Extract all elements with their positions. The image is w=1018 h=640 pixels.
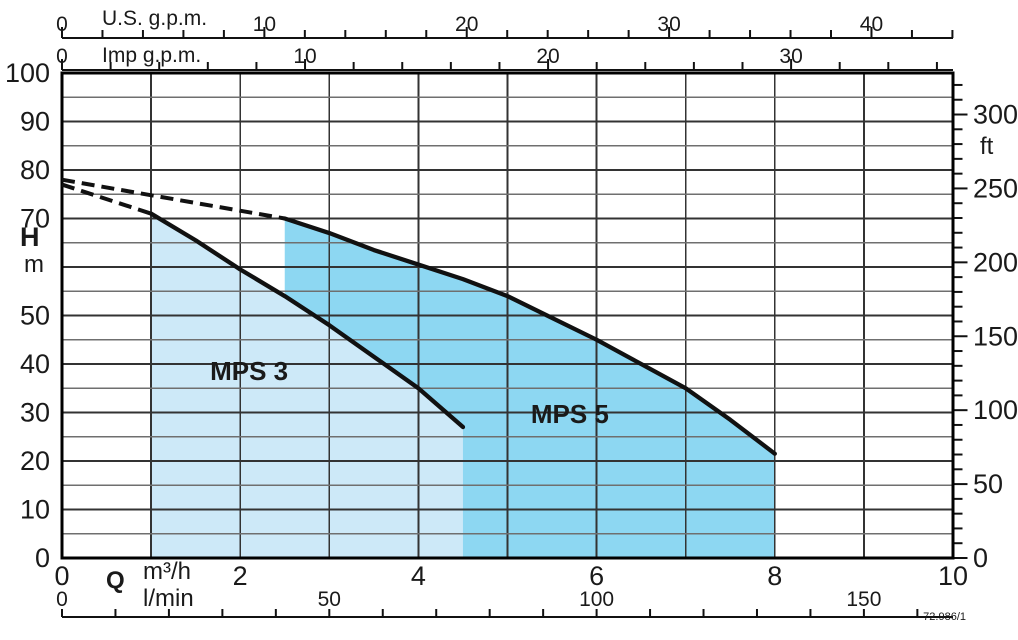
svg-text:10: 10 xyxy=(20,495,50,525)
svg-text:50: 50 xyxy=(318,588,341,611)
svg-text:20: 20 xyxy=(455,13,478,36)
svg-text:300: 300 xyxy=(973,100,1018,130)
svg-text:8: 8 xyxy=(767,561,782,591)
lmin-axis: 0 50 100 150 xyxy=(56,588,953,618)
svg-text:0: 0 xyxy=(973,543,988,573)
svg-text:6: 6 xyxy=(589,561,604,591)
svg-text:10: 10 xyxy=(938,561,968,591)
svg-text:200: 200 xyxy=(973,247,1018,277)
svg-text:150: 150 xyxy=(846,588,881,611)
svg-text:10: 10 xyxy=(293,45,316,68)
svg-text:50: 50 xyxy=(973,469,1003,499)
ft-axis-unit: ft xyxy=(980,133,994,160)
mps3-label: MPS 3 xyxy=(210,356,288,386)
svg-text:30: 30 xyxy=(779,45,802,68)
us-gpm-axis-title: U.S. g.p.m. xyxy=(102,7,208,30)
m3h-axis-unit: m³/h xyxy=(143,558,191,585)
svg-text:2: 2 xyxy=(233,561,248,591)
plot-frame xyxy=(60,71,955,560)
svg-text:100: 100 xyxy=(973,395,1018,425)
svg-text:100: 100 xyxy=(5,58,50,88)
mps5-label: MPS 5 xyxy=(531,399,609,429)
svg-text:0: 0 xyxy=(56,45,68,68)
svg-text:70: 70 xyxy=(20,204,50,234)
svg-text:0: 0 xyxy=(56,13,68,36)
svg-text:0: 0 xyxy=(35,543,50,573)
head-ft-axis: 0 50 100 150 200 250 300 xyxy=(954,83,1018,573)
svg-text:30: 30 xyxy=(20,398,50,428)
head-axis-symbol: H xyxy=(20,222,40,252)
drawing-ref-number: 72.986/1 xyxy=(923,611,966,623)
m3h-axis: 0 2 4 6 8 10 xyxy=(54,561,968,591)
svg-text:40: 40 xyxy=(860,13,883,36)
mps3-curve xyxy=(148,211,466,430)
mps3-dashed-lead-line xyxy=(61,182,152,216)
gridlines xyxy=(62,73,953,558)
svg-text:0: 0 xyxy=(56,588,68,611)
svg-text:10: 10 xyxy=(253,13,276,36)
mps5-dashed-lead-line xyxy=(61,177,286,221)
svg-text:90: 90 xyxy=(20,107,50,137)
imp-gpm-axis: 0 10 20 30 xyxy=(56,45,953,71)
svg-text:80: 80 xyxy=(20,155,50,185)
imp-gpm-axis-title: Imp g.p.m. xyxy=(102,44,202,67)
flow-axis-symbol: Q xyxy=(106,567,125,594)
svg-text:250: 250 xyxy=(973,173,1018,203)
head-m-axis: 0 10 20 30 40 50 70 80 90 100 xyxy=(5,58,50,573)
us-gpm-axis: 0 10 20 30 40 xyxy=(56,13,954,39)
head-axis-unit: m xyxy=(24,251,44,278)
svg-text:20: 20 xyxy=(536,45,559,68)
lmin-axis-unit: l/min xyxy=(143,585,194,612)
svg-text:0: 0 xyxy=(54,561,69,591)
svg-text:4: 4 xyxy=(411,561,426,591)
svg-text:150: 150 xyxy=(973,321,1018,351)
svg-text:50: 50 xyxy=(20,301,50,331)
svg-text:20: 20 xyxy=(20,446,50,476)
mps3-region xyxy=(151,213,463,558)
mps5-curve xyxy=(282,216,777,456)
svg-text:100: 100 xyxy=(579,588,614,611)
svg-text:40: 40 xyxy=(20,349,50,379)
svg-text:30: 30 xyxy=(657,13,680,36)
